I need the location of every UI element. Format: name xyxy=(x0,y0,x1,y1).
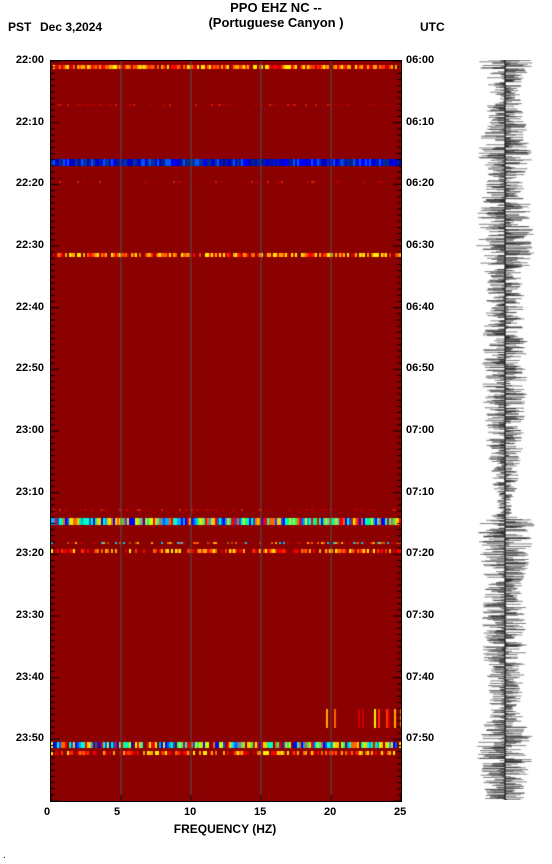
pst-tick-label: 23:10 xyxy=(2,486,44,498)
x-tick-label: 20 xyxy=(324,806,336,818)
utc-tick-label: 07:10 xyxy=(406,486,434,498)
utc-tick-label: 06:30 xyxy=(406,239,434,251)
pst-tick-label: 23:40 xyxy=(2,671,44,683)
utc-tick-label: 06:10 xyxy=(406,116,434,128)
date-label: Dec 3,2024 xyxy=(40,20,102,34)
utc-tick-label: 06:50 xyxy=(406,362,434,374)
utc-tick-label: 07:30 xyxy=(406,609,434,621)
x-tick-label: 15 xyxy=(254,806,266,818)
tz-pst-label: PST xyxy=(8,20,31,34)
x-tick-label: 25 xyxy=(394,806,406,818)
utc-tick-label: 07:50 xyxy=(406,732,434,744)
utc-tick-label: 06:00 xyxy=(406,54,434,66)
tz-utc-label: UTC xyxy=(420,20,445,34)
x-tick-label: 5 xyxy=(114,806,120,818)
waveform-plot xyxy=(470,60,540,800)
pst-tick-label: 23:00 xyxy=(2,424,44,436)
waveform-canvas xyxy=(470,60,540,800)
utc-tick-label: 07:20 xyxy=(406,547,434,559)
spectrogram-canvas xyxy=(51,61,401,801)
utc-tick-label: 07:00 xyxy=(406,424,434,436)
pst-tick-label: 23:20 xyxy=(2,547,44,559)
pst-tick-label: 22:00 xyxy=(2,54,44,66)
corner-mark: . xyxy=(3,850,6,861)
x-tick-label: 0 xyxy=(44,806,50,818)
pst-tick-label: 22:30 xyxy=(2,239,44,251)
utc-tick-label: 07:40 xyxy=(406,671,434,683)
utc-tick-label: 06:40 xyxy=(406,301,434,313)
pst-tick-label: 22:40 xyxy=(2,301,44,313)
station-title: PPO EHZ NC -- xyxy=(0,0,552,15)
pst-tick-label: 22:20 xyxy=(2,177,44,189)
pst-tick-label: 22:10 xyxy=(2,116,44,128)
utc-tick-label: 06:20 xyxy=(406,177,434,189)
pst-tick-label: 23:50 xyxy=(2,732,44,744)
x-axis-label: FREQUENCY (HZ) xyxy=(50,822,400,836)
pst-tick-label: 23:30 xyxy=(2,609,44,621)
seismogram-page: { "header": { "station_line": "PPO EHZ N… xyxy=(0,0,552,864)
spectrogram-plot xyxy=(50,60,402,802)
x-tick-label: 10 xyxy=(184,806,196,818)
pst-tick-label: 22:50 xyxy=(2,362,44,374)
